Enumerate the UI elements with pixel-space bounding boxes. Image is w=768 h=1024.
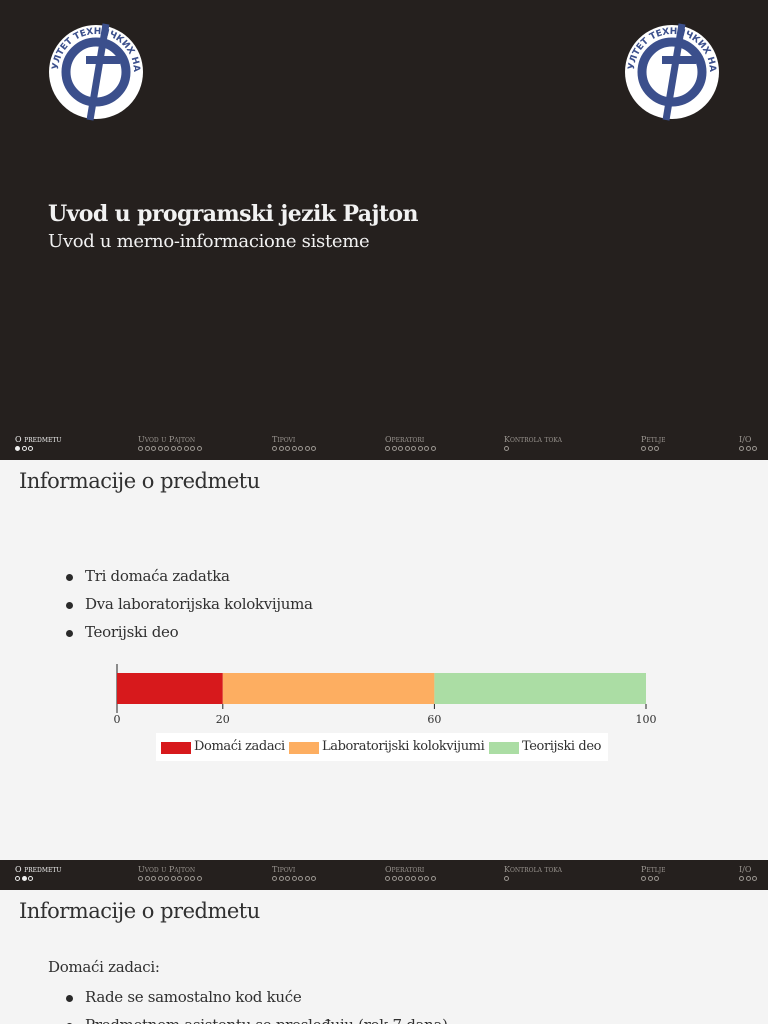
frame-title: Informacije o predmetu bbox=[19, 899, 260, 923]
slide-dots bbox=[739, 446, 759, 455]
x-tick-label: 0 bbox=[114, 713, 121, 726]
bullet-icon bbox=[66, 630, 73, 637]
section-navigation-bar: O predmetu Uvod u Pajton Tipovi Operator… bbox=[0, 860, 768, 890]
legend-swatch bbox=[289, 742, 319, 754]
slide-dots bbox=[385, 446, 437, 455]
nav-section-o-predmetu[interactable]: O predmetu bbox=[15, 864, 61, 885]
section-label: Domaći zadaci: bbox=[48, 958, 160, 976]
nav-section-tipovi[interactable]: Tipovi bbox=[272, 864, 318, 885]
slide-dots bbox=[15, 876, 61, 885]
slide-course-info: Informacije o predmetu Tri domaća zadatk… bbox=[0, 460, 768, 860]
x-tick-label: 20 bbox=[216, 713, 230, 726]
bullet-list: Tri domaća zadatka Dva laboratorijska ko… bbox=[66, 562, 313, 646]
title-slide: ФАКУЛТЕТ ТЕХНИЧКИХ НАУКА ФАКУЛТЕТ ТЕХНИЧ… bbox=[0, 0, 768, 430]
slide-dot[interactable] bbox=[21, 446, 27, 451]
nav-section-operatori[interactable]: Operatori bbox=[385, 434, 437, 455]
slide-dots bbox=[138, 446, 203, 455]
nav-section-petlje[interactable]: Petlje bbox=[641, 434, 666, 455]
slide-dots bbox=[739, 876, 759, 885]
slide-dots bbox=[504, 446, 562, 455]
presentation-subtitle: Uvod u merno-informacione sisteme bbox=[48, 231, 370, 252]
stacked-bar-chart: 0 20 60 100 bbox=[114, 664, 657, 726]
nav-section-tipovi[interactable]: Tipovi bbox=[272, 434, 318, 455]
ftn-logo: ФАКУЛТЕТ ТЕХНИЧКИХ НАУКА bbox=[622, 20, 722, 124]
bullet-icon bbox=[66, 602, 73, 609]
list-item: Predmetnom asistentu se prosleđuju (rok … bbox=[66, 1011, 448, 1024]
chart-legend: Domaći zadaci Laboratorijski kolokvijumi… bbox=[156, 733, 608, 761]
frame-title: Informacije o predmetu bbox=[19, 469, 260, 493]
x-tick-label: 60 bbox=[427, 713, 441, 726]
ftn-logo: ФАКУЛТЕТ ТЕХНИЧКИХ НАУКА bbox=[46, 20, 146, 124]
list-item: Dva laboratorijska kolokvijuma bbox=[66, 590, 313, 618]
bullet-list: Rade se samostalno kod kuće Predmetnom a… bbox=[66, 983, 448, 1024]
nav-section-kontrola-toka[interactable]: Kontrola toka bbox=[504, 864, 562, 885]
bullet-icon bbox=[66, 574, 73, 581]
slide-dots bbox=[504, 876, 562, 885]
list-item: Teorijski deo bbox=[66, 618, 313, 646]
bar-segment bbox=[222, 673, 435, 704]
slide-dots bbox=[15, 446, 61, 455]
slide-dot[interactable] bbox=[28, 446, 33, 451]
x-tick-label: 100 bbox=[636, 713, 657, 726]
section-navigation-bar: O predmetu Uvod u Pajton Tipovi Operator… bbox=[0, 430, 768, 460]
legend-swatch bbox=[489, 742, 519, 754]
bar-segment bbox=[117, 673, 223, 704]
bar-segment bbox=[434, 673, 646, 704]
nav-section-o-predmetu[interactable]: O predmetu bbox=[15, 434, 61, 455]
list-item: Rade se samostalno kod kuće bbox=[66, 983, 448, 1011]
legend-swatch bbox=[161, 742, 191, 754]
nav-section-uvod-u-pajton[interactable]: Uvod u Pajton bbox=[138, 864, 203, 885]
list-item: Tri domaća zadatka bbox=[66, 562, 313, 590]
slide-dots bbox=[272, 876, 318, 885]
slide-dots bbox=[641, 876, 666, 885]
slide-dot[interactable] bbox=[15, 446, 20, 451]
nav-section-uvod-u-pajton[interactable]: Uvod u Pajton bbox=[138, 434, 203, 455]
slide-dots bbox=[138, 876, 203, 885]
slide-homework-info: Informacije o predmetu Domaći zadaci: Ra… bbox=[0, 890, 768, 1024]
bullet-icon bbox=[66, 995, 73, 1002]
grade-distribution-chart: 0 20 60 100 Domaći zadaci Laboratorijski ko… bbox=[100, 658, 680, 768]
nav-section-petlje[interactable]: Petlje bbox=[641, 864, 666, 885]
nav-section-operatori[interactable]: Operatori bbox=[385, 864, 437, 885]
slide-dots bbox=[641, 446, 666, 455]
slide-dots bbox=[385, 876, 437, 885]
nav-section-io[interactable]: I/O bbox=[739, 434, 759, 455]
slide-dots bbox=[272, 446, 318, 455]
nav-section-kontrola-toka[interactable]: Kontrola toka bbox=[504, 434, 562, 455]
nav-section-io[interactable]: I/O bbox=[739, 864, 759, 885]
presentation-title: Uvod u programski jezik Pajton bbox=[48, 201, 418, 227]
